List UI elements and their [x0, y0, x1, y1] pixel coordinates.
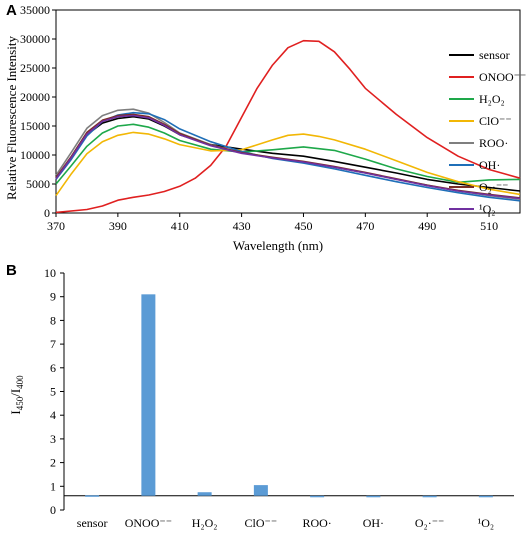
panel-b-bar-chart: B 0 1 2 3 4 5 6 7 8 9 10 sensor ONOO⁻⁻ H₂O₂ ClO⁻⁻ ROO·…: [6, 262, 514, 530]
category-label-5: OH·: [363, 516, 384, 530]
legend-label-4: ROO·: [479, 136, 508, 150]
series-line-3: [55, 131, 521, 197]
panel-a-x-tick-label: 390: [109, 219, 127, 233]
panel-a-plot-frame: [55, 9, 521, 214]
panel-b-y-tick-label: 1: [50, 479, 56, 493]
panel-a-x-tick-label: 510: [480, 219, 498, 233]
panel-b-y-tick-label: 5: [50, 385, 56, 399]
panel-b-y-tick-label: 4: [50, 408, 56, 422]
panel-a-x-tick-label: 410: [171, 219, 189, 233]
category-label-7: ¹O₂: [478, 516, 494, 530]
bar-1: [141, 294, 156, 496]
panel-a-x-tick-label: 470: [356, 219, 374, 233]
panel-b-y-tick-label: 9: [50, 290, 56, 304]
panel-b-y-tick-label: 10: [44, 266, 56, 280]
panel-a-legend: sensor ONOO⁻⁻ H₂O₂ ClO⁻⁻ ROO· OH· O₂·⁻⁻ ¹O₂: [449, 48, 526, 216]
category-label-2: H₂O₂: [192, 516, 218, 530]
panel-a-x-tick-label: 370: [47, 219, 65, 233]
bar-2: [197, 492, 212, 496]
panel-b-y-tick-label: 0: [50, 503, 56, 517]
panel-a-line-chart: A 0 5000 10000 15000 20000 25000 30000 35000 37…: [4, 2, 526, 253]
panel-b-y-ticks: 0 1 2 3 4 5 6 7 8 9 10: [44, 266, 64, 517]
panel-a-y-tick-label: 0: [44, 206, 50, 220]
panel-b-label: B: [6, 262, 17, 279]
legend-label-0: sensor: [479, 48, 510, 62]
ylabel-main: I: [8, 410, 23, 414]
panel-a-y-tick-label: 30000: [20, 32, 50, 46]
bar-6: [422, 495, 437, 498]
category-label-1: ONOO⁻⁻: [125, 516, 172, 530]
category-label-6: O₂·⁻⁻: [415, 516, 445, 530]
panel-a-x-axis-label: Wavelength (nm): [233, 238, 323, 253]
panel-a-y-tick-label: 25000: [20, 61, 50, 75]
bar-3: [253, 485, 268, 496]
panel-b-y-tick-label: 6: [50, 361, 56, 375]
panel-a-y-tick-label: 35000: [20, 3, 50, 17]
panel-b-y-axis-label: I450/I400: [8, 375, 25, 415]
category-label-4: ROO·: [302, 516, 331, 530]
panel-a-x-ticks: 370 390 410 430 450 470 490 510: [47, 213, 498, 233]
category-label-0: sensor: [77, 516, 108, 530]
panel-a-y-tick-label: 5000: [26, 177, 50, 191]
panel-b-y-tick-label: 2: [50, 456, 56, 470]
ylabel-sep: /I: [8, 389, 23, 397]
legend-label-1: ONOO⁻⁻: [479, 70, 526, 84]
panel-a-y-ticks: 0 5000 10000 15000 20000 25000 30000 35000: [20, 3, 56, 220]
bar-5: [366, 495, 381, 498]
panel-b-category-labels: sensor ONOO⁻⁻ H₂O₂ ClO⁻⁻ ROO· OH· O₂·⁻⁻ ¹O₂: [77, 516, 494, 530]
series-line-6: [55, 113, 521, 199]
series-line-7: [55, 114, 521, 200]
panel-b-plot-area: [63, 273, 514, 510]
panel-a-x-tick-label: 450: [294, 219, 312, 233]
panel-a-y-tick-label: 10000: [20, 148, 50, 162]
category-label-3: ClO⁻⁻: [245, 516, 278, 530]
legend-label-5: OH·: [479, 158, 500, 172]
panel-b-y-tick-label: 7: [50, 337, 56, 351]
panel-a-plot-area: [55, 9, 521, 214]
legend-label-7: ¹O₂: [479, 202, 495, 216]
ylabel-sub-400: 400: [15, 375, 25, 389]
panel-b-y-tick-label: 3: [50, 432, 56, 446]
panel-b-y-tick-label: 8: [50, 313, 56, 327]
legend-label-6: O₂·⁻⁻: [479, 180, 509, 194]
panel-a-y-tick-label: 15000: [20, 119, 50, 133]
series-line-1: [55, 39, 521, 214]
panel-a-label: A: [6, 2, 17, 19]
bar-7: [478, 495, 493, 498]
legend-label-2: H₂O₂: [479, 92, 505, 106]
panel-a-y-axis-label: Relative Fluorescence Intensity: [4, 36, 19, 200]
ylabel-sub-450: 450: [15, 396, 25, 410]
panel-a-y-tick-label: 20000: [20, 90, 50, 104]
legend-label-3: ClO⁻⁻: [479, 114, 512, 128]
panel-a-x-tick-label: 490: [418, 219, 436, 233]
bar-0: [85, 495, 100, 497]
panel-a-x-tick-label: 430: [233, 219, 251, 233]
bar-4: [310, 495, 325, 498]
